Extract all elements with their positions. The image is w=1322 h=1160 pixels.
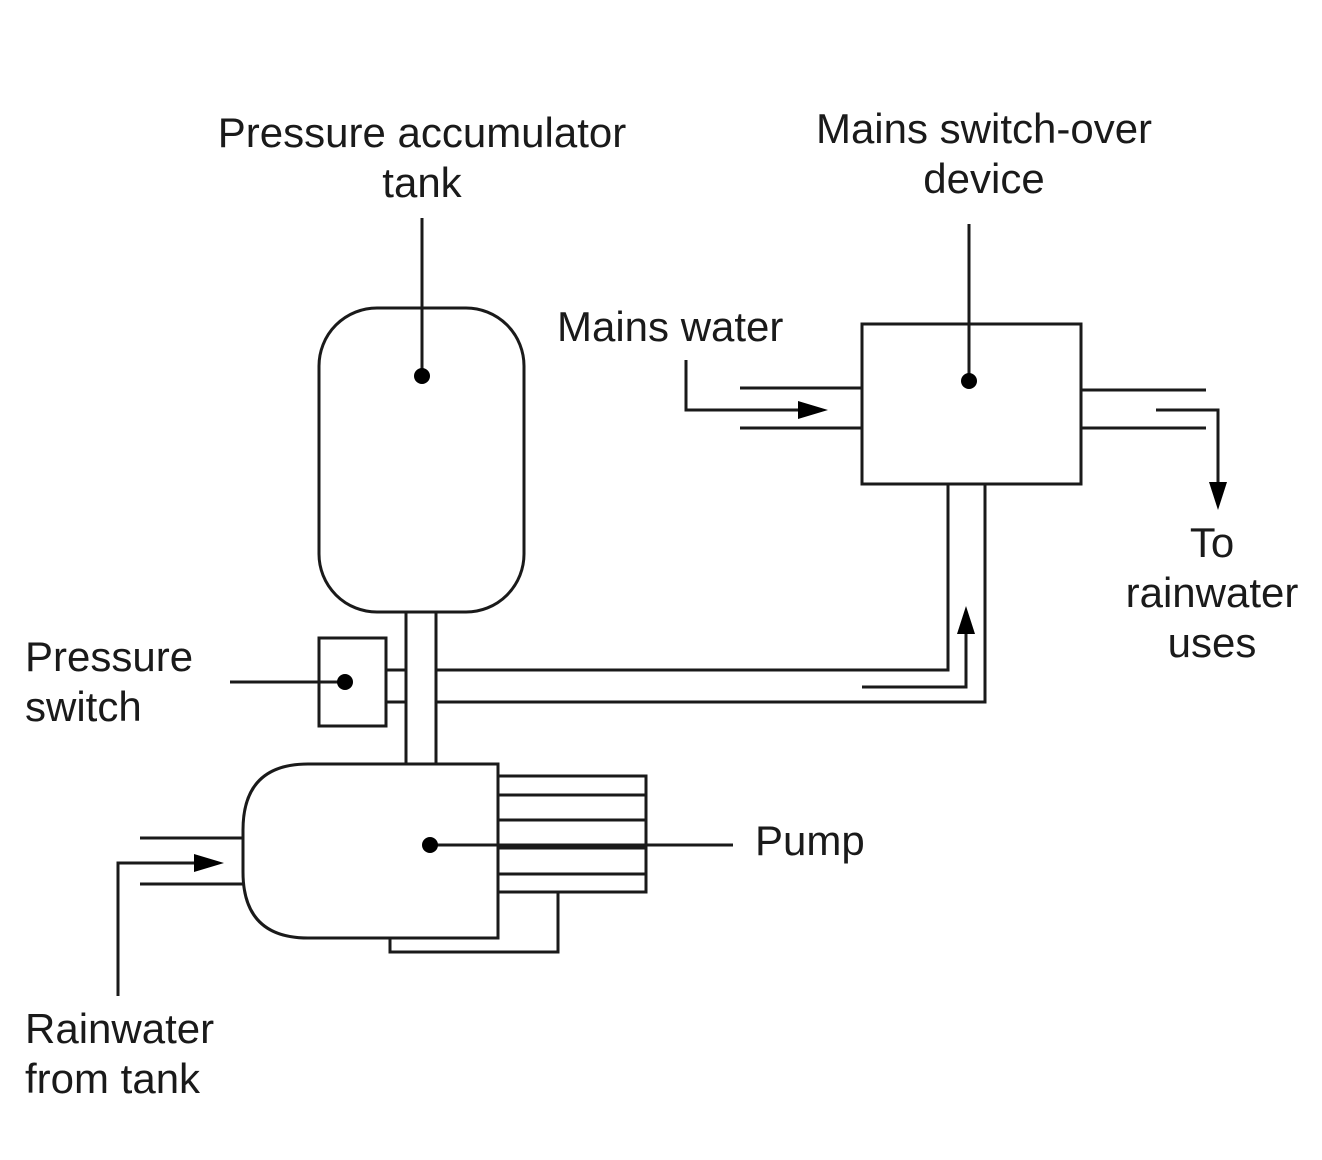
outlet-arrow-line — [1156, 408, 1220, 484]
supply-pipe-inner — [436, 484, 950, 672]
mains-switch-over-device-label-line1: Mains switch-over — [815, 105, 1153, 152]
rainwater-arrow-head — [194, 854, 224, 872]
to-rainwater-uses-label-line3: uses — [1167, 619, 1257, 666]
to-rainwater-uses-label: To rainwater uses — [1110, 518, 1314, 668]
pump-base — [388, 892, 560, 954]
pressure-switch-leader-dot — [337, 674, 353, 690]
pressure-accumulator-tank-label-line2: tank — [382, 159, 462, 206]
rainwater-from-tank-label: Rainwater from tank — [25, 1004, 214, 1104]
rainwater-arrow-line — [116, 861, 196, 996]
pump-leader-dot — [422, 837, 438, 853]
rainwater-from-tank-label-line2: from tank — [25, 1055, 201, 1102]
mains-switch-over-device-box — [860, 322, 1083, 486]
pump-label: Pump — [755, 817, 865, 864]
mains-water-arrow-head — [798, 401, 828, 419]
pressure-switch-label: Pressure switch — [25, 632, 193, 732]
to-rainwater-uses-label-line2: rainwater — [1125, 569, 1299, 616]
mains-water-label: Mains water — [557, 303, 784, 350]
pressure-switch-label-line1: Pressure — [25, 633, 194, 680]
flow-arrow-up-head — [957, 606, 975, 634]
pressure-accumulator-tank-label: Pressure accumulator tank — [202, 108, 642, 208]
mains-switch-over-device-label: Mains switch-over device — [796, 104, 1172, 204]
mains-water-arrow-line — [684, 360, 800, 412]
pressure-switch-label-line2: switch — [25, 683, 142, 730]
rainwater-from-tank-label-line1: Rainwater — [25, 1005, 215, 1052]
tank-leader-dot — [414, 368, 430, 384]
pump-body — [241, 762, 500, 940]
to-rainwater-uses-label-line1: To — [1189, 519, 1235, 566]
pressure-accumulator-tank-label-line1: Pressure accumulator — [217, 109, 627, 156]
flow-arrow-up-line — [862, 632, 968, 689]
outlet-arrow-head — [1209, 482, 1227, 510]
supply-pipe-outer — [436, 484, 987, 704]
mains-switch-over-device-label-line2: device — [923, 155, 1045, 202]
device-leader-dot — [961, 373, 977, 389]
